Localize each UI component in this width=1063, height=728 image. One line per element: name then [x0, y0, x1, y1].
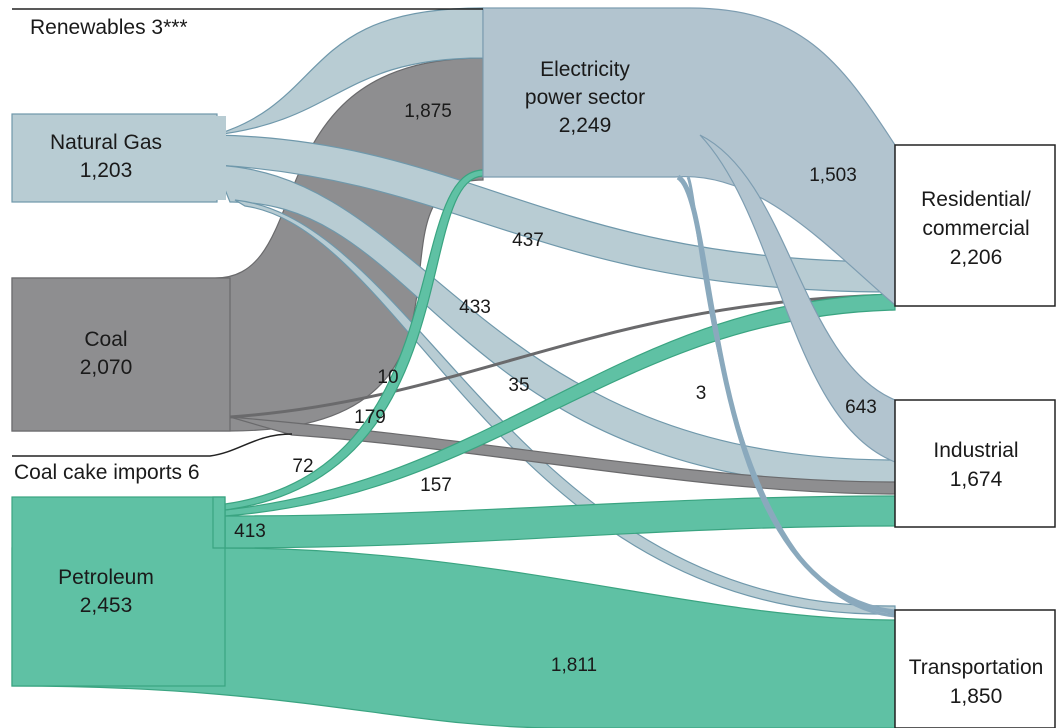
industrial-value: 1,674: [950, 468, 1003, 491]
flow-label-petroleum-electricity: 72: [292, 456, 313, 477]
flow-label-gas-transportation: 35: [508, 375, 529, 396]
node-coal: [11, 277, 231, 432]
flow-coal-to-residential: [229, 293, 896, 419]
flow-label-coal-residential: 10: [377, 367, 398, 388]
flow-petroleum-stub: [212, 496, 226, 549]
node-transportation: [894, 609, 1056, 728]
node-industrial: [894, 399, 1056, 528]
coal-cake-line: [12, 433, 293, 457]
residential-value: 2,206: [950, 246, 1003, 269]
residential-name-1: Residential/: [921, 188, 1031, 211]
residential-name-2: commercial: [922, 217, 1029, 240]
node-natural-gas: [11, 113, 218, 203]
transportation-name: Transportation: [909, 656, 1044, 679]
electricity-name-2: power sector: [525, 86, 645, 109]
flow-label-elec-industrial: 643: [845, 397, 877, 418]
flow-label-elec-transportation: 3: [696, 383, 707, 404]
natural-gas-value: 1,203: [80, 159, 133, 182]
renewables-label: Renewables 3***: [30, 16, 188, 39]
flow-electricity-to-transportation-b: [686, 176, 896, 618]
flow-label-coal-electricity: 1,875: [404, 101, 452, 122]
flow-petroleum-to-industrial: [224, 495, 896, 549]
coal-cake-label: Coal cake imports 6: [14, 461, 200, 484]
flow-label-petroleum-industrial: 413: [234, 521, 266, 542]
electricity-value: 2,249: [559, 114, 612, 137]
flow-label-petroleum-residential: 157: [420, 475, 452, 496]
flow-label-petroleum-transportation: 1,811: [551, 655, 597, 676]
flow-label-gas-industrial: 433: [459, 297, 491, 318]
flow-petroleum-to-residential: [224, 293, 896, 517]
industrial-name: Industrial: [933, 439, 1018, 462]
flow-label-elec-residential: 1,503: [809, 165, 857, 186]
node-petroleum: [11, 496, 226, 687]
coal-name: Coal: [84, 328, 127, 351]
flow-gas-stub: [205, 116, 226, 200]
node-residential: [894, 144, 1056, 307]
petroleum-name: Petroleum: [58, 566, 154, 589]
transportation-value: 1,850: [950, 685, 1003, 708]
petroleum-value: 2,453: [80, 594, 133, 617]
coal-value: 2,070: [80, 356, 133, 379]
natural-gas-name: Natural Gas: [50, 131, 162, 154]
electricity-name-1: Electricity: [540, 58, 630, 81]
flow-label-gas-residential: 437: [512, 230, 544, 251]
flow-label-coal-industrial: 179: [354, 407, 386, 428]
